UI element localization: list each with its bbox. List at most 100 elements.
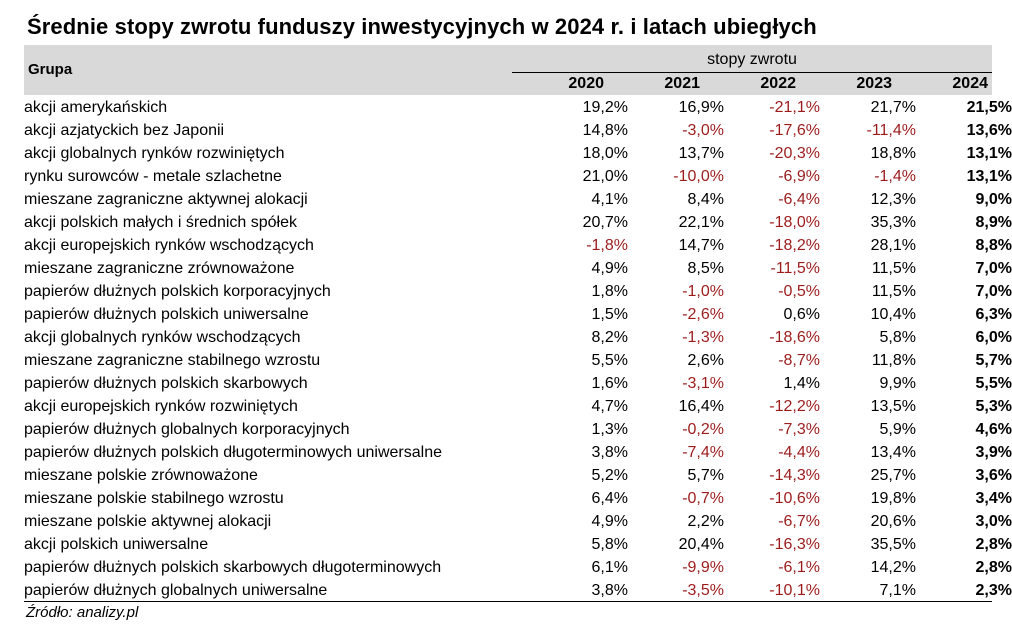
fund-group-name: akcji europejskich rynków rozwiniętych — [24, 398, 298, 415]
return-cell-2022: -17,6% — [769, 122, 820, 139]
table-row: mieszane polskie aktywnej alokacji 4,9% 2,… — [24, 510, 1012, 533]
table-bottom-border — [24, 601, 992, 602]
return-cell-2020: 1,6% — [591, 375, 628, 392]
return-cell-2021: 13,7% — [678, 145, 724, 162]
return-cell-2024: 3,6% — [975, 467, 1012, 484]
return-cell-2023: 28,1% — [870, 237, 916, 254]
return-cell-2024: 2,8% — [975, 536, 1012, 553]
return-cell-2023: 18,8% — [870, 145, 916, 162]
fund-group-name: akcji amerykańskich — [24, 99, 168, 116]
return-cell-2023: 35,3% — [870, 214, 916, 231]
return-cell-2023: 7,1% — [879, 582, 916, 599]
return-cell-2020: 14,8% — [582, 122, 628, 139]
return-cell-2022: -18,0% — [769, 214, 820, 231]
table-row: mieszane zagraniczne zrównoważone 4,9% 8,5… — [24, 257, 1012, 280]
return-cell-2022: -21,1% — [769, 99, 820, 116]
return-cell-2020: 6,1% — [591, 559, 628, 576]
return-cell-2021: 20,4% — [678, 536, 724, 553]
return-cell-2024: 2,3% — [975, 582, 1012, 599]
return-cell-2023: 12,3% — [870, 191, 916, 208]
return-cell-2020: 4,7% — [591, 398, 628, 415]
table-body: akcji amerykańskich 19,2% 16,9% -21,1% 21,7%… — [24, 96, 1012, 602]
return-cell-2022: -18,6% — [769, 329, 820, 346]
fund-group-name: papierów dłużnych polskich uniwersalne — [24, 306, 309, 323]
fund-group-name: papierów dłużnych polskich skarbowych dł… — [24, 559, 442, 576]
return-cell-2022: -0,5% — [778, 283, 820, 300]
return-cell-2023: 11,5% — [871, 260, 916, 277]
return-cell-2022: -7,3% — [778, 421, 820, 438]
return-cell-2022: -20,3% — [769, 145, 820, 162]
table-row: papierów dłużnych globalnych uniwersalne… — [24, 579, 1012, 602]
return-cell-2021: -9,9% — [682, 559, 724, 576]
return-cell-2020: 18,0% — [582, 145, 628, 162]
fund-group-name: akcji europejskich rynków wschodzących — [24, 237, 314, 254]
return-cell-2021: -3,5% — [682, 582, 724, 599]
return-cell-2022: -6,1% — [778, 559, 820, 576]
page-title: Średnie stopy zwrotu funduszy inwestycyj… — [27, 14, 817, 39]
table-row: akcji europejskich rynków wschodzących -1… — [24, 234, 1012, 257]
fund-group-name: mieszane polskie zrównoważone — [24, 467, 258, 484]
table-row: mieszane zagraniczne aktywnej alokacji 4,… — [24, 188, 1012, 211]
return-cell-2024: 3,0% — [975, 513, 1012, 530]
return-cell-2024: 7,0% — [975, 260, 1012, 277]
return-cell-2021: -0,7% — [682, 490, 724, 507]
table-row: papierów dłużnych polskich skarbowych 1,6… — [24, 372, 1012, 395]
table-row: papierów dłużnych polskich długoterminow… — [24, 441, 1012, 464]
table-row: papierów dłużnych polskich skarbowych dł… — [24, 556, 1012, 579]
return-cell-2024: 3,9% — [975, 444, 1012, 461]
column-group-divider — [512, 72, 992, 73]
return-cell-2024: 5,3% — [975, 398, 1012, 415]
fund-group-name: papierów dłużnych polskich korporacyjnyc… — [24, 283, 331, 300]
return-cell-2023: 11,5% — [871, 283, 916, 300]
return-cell-2020: 19,2% — [582, 99, 628, 116]
return-cell-2020: 20,7% — [582, 214, 628, 231]
return-cell-2022: -18,2% — [769, 237, 820, 254]
table-row: akcji europejskich rynków rozwiniętych 4,… — [24, 395, 1012, 418]
fund-group-name: mieszane zagraniczne zrównoważone — [24, 260, 295, 277]
return-cell-2022: -16,3% — [769, 536, 820, 553]
table-row: mieszane polskie zrównoważone 5,2% 5,7% -14… — [24, 464, 1012, 487]
return-cell-2023: -11,4% — [866, 122, 916, 139]
return-cell-2020: 1,3% — [591, 421, 628, 438]
return-cell-2023: 13,4% — [870, 444, 916, 461]
fund-group-name: mieszane zagraniczne aktywnej alokacji — [24, 191, 308, 208]
column-group-label: stopy zwrotu — [707, 51, 797, 68]
return-cell-2023: 13,5% — [870, 398, 916, 415]
return-cell-2021: 5,7% — [687, 467, 724, 484]
table-row: papierów dłużnych polskich uniwersalne 1,… — [24, 303, 1012, 326]
return-cell-2020: 21,0% — [582, 168, 628, 185]
return-cell-2020: 3,8% — [591, 582, 628, 599]
table-row: papierów dłużnych polskich korporacyjnyc… — [24, 280, 1012, 303]
table-row: akcji globalnych rynków wschodzących 8,2%… — [24, 326, 1012, 349]
return-cell-2024: 13,1% — [966, 145, 1012, 162]
return-cell-2023: 19,8% — [870, 490, 916, 507]
return-cell-2022: 1,4% — [783, 375, 820, 392]
returns-table: akcji amerykańskich 19,2% 16,9% -21,1% 21,7%… — [24, 96, 1012, 602]
return-cell-2021: 2,6% — [687, 352, 724, 369]
return-cell-2021: 14,7% — [678, 237, 724, 254]
return-cell-2020: -1,8% — [586, 237, 628, 254]
return-cell-2021: -2,6% — [682, 306, 724, 323]
return-cell-2021: 16,4% — [678, 398, 724, 415]
fund-group-name: mieszane zagraniczne stabilnego wzrostu — [24, 352, 321, 369]
return-cell-2020: 6,4% — [591, 490, 628, 507]
return-cell-2024: 13,1% — [966, 168, 1012, 185]
table-row: rynku surowców - metale szlachetne 21,0% -… — [24, 165, 1012, 188]
table-header-background — [24, 45, 992, 95]
return-cell-2022: 0,6% — [783, 306, 820, 323]
return-cell-2024: 6,3% — [975, 306, 1012, 323]
table-row: mieszane zagraniczne stabilnego wzrostu 5… — [24, 349, 1012, 372]
fund-group-name: akcji globalnych rynków wschodzących — [24, 329, 301, 346]
return-cell-2020: 8,2% — [591, 329, 628, 346]
source-note: Źródło: analizy.pl — [26, 604, 139, 621]
return-cell-2023: 5,8% — [879, 329, 916, 346]
table-row: akcji polskich małych i średnich spółek 2… — [24, 211, 1012, 234]
fund-group-name: akcji azjatyckich bez Japonii — [24, 122, 225, 139]
return-cell-2021: -0,2% — [682, 421, 724, 438]
return-cell-2021: 22,1% — [678, 214, 724, 231]
table-row: mieszane polskie stabilnego wzrostu 6,4% -… — [24, 487, 1012, 510]
return-cell-2021: -1,3% — [682, 329, 724, 346]
fund-group-name: akcji polskich uniwersalne — [24, 536, 209, 553]
fund-group-name: papierów dłużnych polskich skarbowych — [24, 375, 308, 392]
return-cell-2020: 4,9% — [591, 260, 628, 277]
